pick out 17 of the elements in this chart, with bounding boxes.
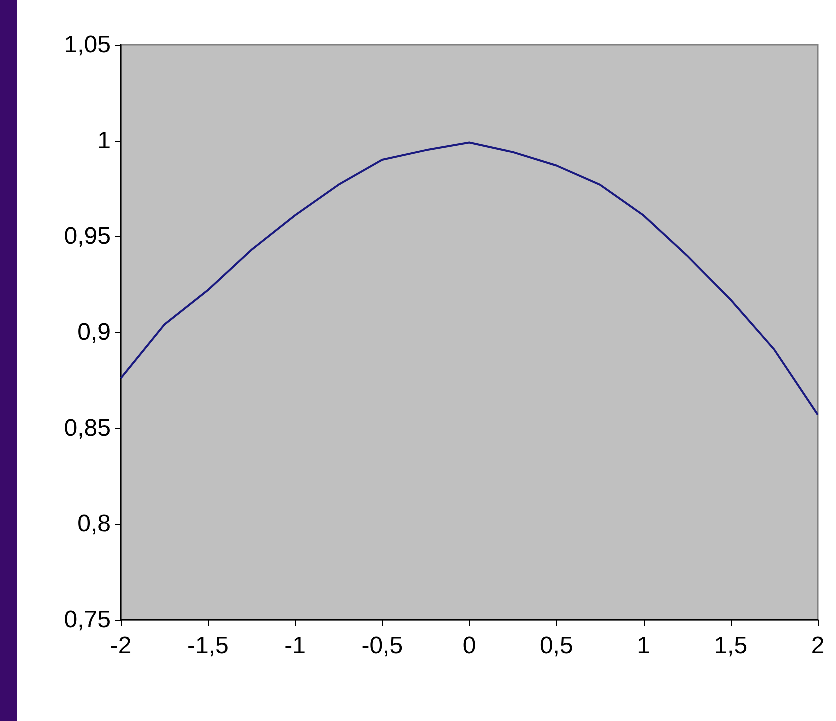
y-tick-label: 0,85 [64, 414, 111, 442]
y-tick-label: 0,95 [64, 223, 111, 250]
y-tick-label: 0,9 [78, 319, 111, 346]
x-tick-label: 0 [462, 632, 476, 660]
x-tick-label: -1 [284, 632, 306, 660]
x-tick-label: 1,5 [714, 632, 748, 660]
x-tick-label: -1,5 [187, 632, 229, 660]
x-tick-label: 0,5 [540, 632, 574, 660]
line-series [120, 142, 819, 416]
x-tick-label: 2 [811, 632, 825, 660]
x-tick-label: -0,5 [362, 632, 404, 660]
y-tick-label: 1,05 [64, 32, 111, 58]
y-tick-label: 1 [98, 127, 111, 154]
x-tick-label: -2 [110, 632, 132, 660]
x-tick-label: 1 [637, 632, 650, 660]
y-tick-label: 0,8 [78, 510, 111, 538]
y-tick-label: 0,75 [64, 606, 111, 634]
